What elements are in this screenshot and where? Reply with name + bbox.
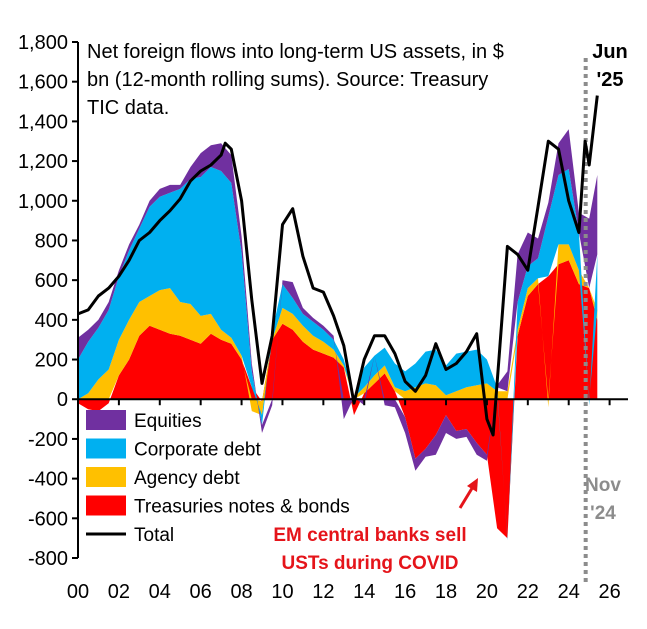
y-tick-label: 1,400: [18, 111, 68, 133]
annotation-nov-24: Nov: [585, 475, 621, 496]
legend-swatch-corporate-debt: [86, 438, 126, 459]
annotation-arrow-shaft: [458, 484, 476, 509]
title-line: Net foreign flows into long-term US asse…: [87, 41, 504, 63]
chart-title: Net foreign flows into long-term US asse…: [87, 41, 504, 119]
x-tick-label: 10: [271, 581, 293, 603]
legend-swatch-equities: [86, 410, 126, 430]
x-tick-label: 26: [598, 581, 620, 603]
x-tick-label: 24: [558, 581, 580, 603]
annotations: EM central banks sell USTs during COVID Ju…: [273, 41, 627, 574]
title-line: bn (12-month rolling sums). Source: Trea…: [87, 69, 488, 91]
legend-label: Treasuries notes & bonds: [134, 497, 350, 518]
y-tick-label: -400: [28, 469, 68, 491]
total-line-layer: [77, 95, 599, 437]
x-tick-label: 18: [435, 581, 457, 603]
y-tick-label: 600: [35, 270, 68, 292]
legend-swatch-treasuries-notes-bonds: [86, 495, 126, 516]
legend-swatch-agency-debt: [86, 467, 126, 487]
x-tick-label: 22: [517, 581, 539, 603]
x-tick-label: 04: [149, 581, 171, 603]
x-tick-label: 02: [108, 581, 130, 603]
axes: 1,8001,6001,4001,2001,0008006004002000-2…: [18, 32, 628, 603]
title-line: TIC data.: [87, 97, 169, 119]
x-tick-label: 16: [394, 581, 416, 603]
y-tick-label: 800: [35, 230, 68, 252]
annotation-em-central-banks: EM central banks sell: [273, 525, 466, 546]
y-tick-label: 1,600: [18, 72, 68, 94]
y-tick-label: 400: [35, 310, 68, 332]
legend: Equities Corporate debt Agency debt Treasur…: [86, 410, 350, 546]
series-line-total: [77, 95, 599, 437]
area-agency-debt: [78, 244, 598, 416]
y-tick-label: -200: [28, 429, 68, 451]
annotation-jun-25: '25: [596, 69, 623, 91]
x-tick-label: 12: [312, 581, 334, 603]
x-tick-label: 20: [476, 581, 498, 603]
annotation-jun-25: Jun: [592, 41, 628, 63]
legend-label: Agency debt: [134, 468, 240, 489]
y-tick-label: 1,800: [18, 32, 68, 54]
annotation-arrow-head: [467, 478, 478, 492]
y-tick-label: -600: [28, 508, 68, 530]
x-tick-label: 06: [190, 581, 212, 603]
y-tick-label: -800: [28, 548, 68, 570]
legend-label: Corporate debt: [134, 440, 261, 461]
annotation-em-central-banks: USTs during COVID: [282, 553, 459, 574]
legend-label: Total: [134, 525, 174, 546]
area-corporate-debt: [78, 167, 598, 541]
annotation-nov-24: '24: [590, 503, 616, 524]
legend-label: Equities: [134, 411, 202, 432]
x-tick-label: 08: [230, 581, 252, 603]
y-tick-label: 200: [35, 350, 68, 372]
x-tick-label: 00: [67, 581, 89, 603]
y-tick-label: 1,000: [18, 191, 68, 213]
y-tick-label: 1,200: [18, 151, 68, 173]
x-tick-label: 14: [353, 581, 375, 603]
y-tick-label: 0: [57, 389, 68, 411]
